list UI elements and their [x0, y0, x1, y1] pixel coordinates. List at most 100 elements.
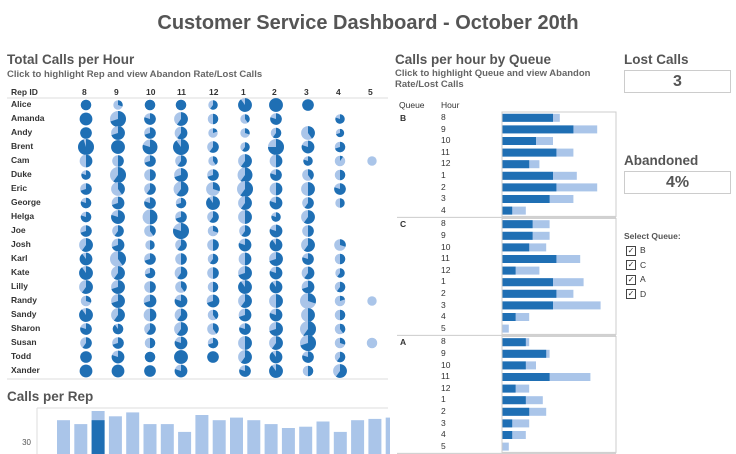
- bubble-mark: [112, 337, 124, 349]
- bubble-mark: [301, 308, 315, 322]
- rep-label[interactable]: Xander: [11, 365, 40, 375]
- bubble-mark: [80, 225, 92, 237]
- bubble-mark: [207, 211, 219, 223]
- bubble-mark: [111, 126, 125, 140]
- queue-bar-handled: [502, 148, 557, 157]
- queue-bar-total: [502, 313, 530, 321]
- rep-label[interactable]: Sandy: [11, 309, 37, 319]
- queue-bar-handled: [502, 349, 547, 358]
- bubble-mark: [174, 294, 188, 308]
- bubble-mark: [302, 365, 314, 377]
- bubble-mark: [237, 167, 253, 183]
- queue-label-C[interactable]: C: [400, 219, 407, 230]
- rep-label[interactable]: Josh: [11, 239, 31, 249]
- bubble-mark: [334, 351, 346, 363]
- bubble-mark: [111, 140, 125, 154]
- bubble-mark: [112, 225, 124, 237]
- checkbox-check-icon[interactable]: ✓: [626, 260, 636, 271]
- queue-checkbox-A[interactable]: ✓ A: [626, 274, 646, 285]
- queue-bar-chart[interactable]: [395, 108, 620, 454]
- rep-bar: [143, 424, 157, 454]
- rep-label[interactable]: Kate: [11, 267, 30, 277]
- bubble-mark: [79, 266, 93, 280]
- bubble-mark: [335, 114, 345, 124]
- bubble-mark: [334, 155, 346, 167]
- queue-hour-label: 5: [441, 440, 446, 451]
- hour-header: Hour: [441, 100, 460, 110]
- bubble-mark: [144, 281, 156, 293]
- bubble-mark: [335, 198, 345, 208]
- queue-hour-label: 3: [441, 417, 446, 428]
- rep-label[interactable]: Brent: [11, 141, 34, 151]
- bubble-mark: [270, 169, 282, 181]
- rep-label[interactable]: Amanda: [11, 113, 45, 123]
- bubble-mark: [207, 337, 219, 349]
- bubble-mark: [77, 139, 94, 155]
- checkbox-check-icon[interactable]: ✓: [626, 245, 636, 256]
- queue-checkbox-D[interactable]: ✓ D: [626, 289, 646, 300]
- rep-label[interactable]: Sharon: [11, 323, 41, 333]
- bubble-chart[interactable]: [0, 0, 390, 380]
- queue-label-B[interactable]: B: [400, 113, 407, 123]
- bubble-mark: [144, 169, 156, 181]
- rep-label[interactable]: Susan: [11, 337, 37, 347]
- rep-label[interactable]: Karl: [11, 253, 28, 263]
- rep-label[interactable]: Andy: [11, 127, 33, 137]
- rep-label[interactable]: Duke: [11, 169, 32, 179]
- queue-label-A[interactable]: A: [400, 337, 407, 348]
- bubble-mark: [174, 364, 188, 378]
- queue-bar-handled: [502, 183, 557, 192]
- rep-label[interactable]: Randy: [11, 295, 37, 305]
- bubble-mark: [80, 197, 92, 209]
- queue-bar-handled: [502, 338, 526, 347]
- queue-hour-label: 11: [441, 146, 450, 157]
- bubble-mark: [208, 100, 218, 110]
- hour-header-10: 10: [146, 87, 156, 97]
- rep-label[interactable]: Joe: [11, 225, 26, 235]
- queue-bar-handled: [502, 113, 553, 122]
- rep-label[interactable]: Helga: [11, 211, 35, 221]
- queue-hour-label: 12: [441, 158, 451, 169]
- rep-label[interactable]: Alice: [11, 99, 32, 109]
- bubble-mark: [110, 111, 127, 127]
- rep-label[interactable]: Todd: [11, 351, 32, 361]
- bubble-mark: [366, 337, 378, 349]
- bubble-mark: [269, 364, 283, 378]
- bubble-mark: [144, 337, 156, 349]
- bubble-mark: [174, 168, 188, 182]
- queue-hour-label: 5: [441, 322, 446, 333]
- bubble-mark: [80, 295, 92, 307]
- abandoned-label: Abandoned: [624, 153, 699, 168]
- bubble-mark: [238, 266, 252, 280]
- rep-label[interactable]: Cam: [11, 155, 30, 165]
- bubble-mark: [238, 196, 252, 210]
- queue-bar-handled: [502, 206, 513, 215]
- bubble-mark: [206, 294, 220, 308]
- bubble-mark: [111, 350, 125, 364]
- checkbox-check-icon[interactable]: ✓: [626, 289, 636, 300]
- queue-bar-handled: [502, 301, 553, 310]
- bubble-mark: [302, 351, 314, 363]
- queue-hour-label: 12: [441, 382, 451, 393]
- checkbox-check-icon[interactable]: ✓: [626, 274, 636, 285]
- bubble-mark: [207, 267, 219, 279]
- rep-bar-highlight: [91, 420, 105, 454]
- bubble-mark: [238, 294, 252, 308]
- queue-bar-total: [502, 431, 526, 439]
- queue-checkbox-B[interactable]: ✓ B: [626, 245, 646, 256]
- queue-bar-handled: [502, 431, 513, 439]
- queue-checkbox-C[interactable]: ✓ C: [626, 260, 646, 271]
- queue-hour-label: 3: [441, 193, 446, 204]
- rep-label[interactable]: George: [11, 197, 41, 207]
- rep-label[interactable]: Eric: [11, 183, 28, 193]
- queue-group-frame: [501, 217, 617, 335]
- bubble-mark: [269, 224, 283, 238]
- queue-hour-label: 1: [441, 276, 446, 287]
- bubble-mark: [80, 183, 92, 195]
- bubble-mark: [144, 253, 156, 265]
- bubble-mark: [302, 197, 314, 209]
- hour-header-1: 1: [241, 87, 246, 97]
- bubble-mark: [144, 197, 156, 209]
- calls-per-rep-chart[interactable]: 30: [0, 405, 390, 454]
- rep-label[interactable]: Lilly: [11, 281, 29, 291]
